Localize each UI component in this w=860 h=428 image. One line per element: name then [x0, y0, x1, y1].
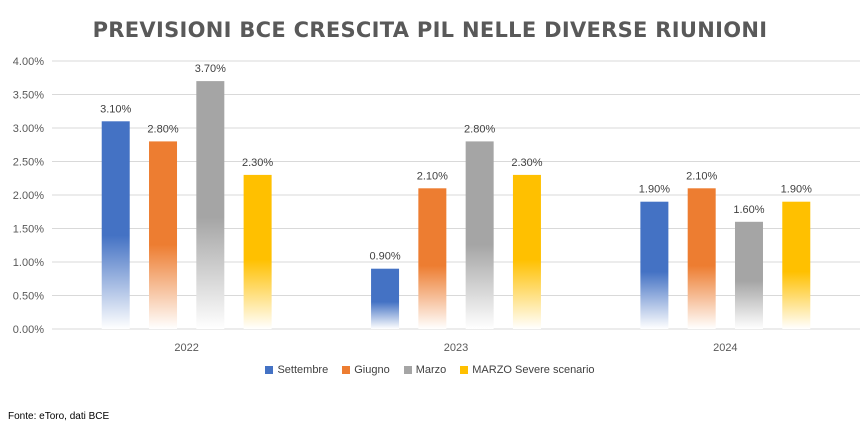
bar — [687, 188, 716, 329]
x-tick-label: 2023 — [444, 342, 468, 354]
x-axis-ticks: 2022 2023 2024 — [174, 342, 737, 354]
grid-lines — [52, 60, 860, 330]
data-labels: 3.10% 2.80% 3.70% 2.30% 0.90% 2.10% 2.80% 2.30%… — [100, 63, 812, 263]
bar — [371, 268, 400, 329]
data-label: 3.10% — [100, 103, 131, 115]
y-tick-label: 2.00% — [13, 190, 44, 202]
y-tick-label: 0.50% — [13, 291, 44, 303]
data-label: 2.10% — [417, 170, 448, 182]
legend-label: Settembre — [277, 364, 329, 376]
legend-item-marzo-severe: MARZO Severe scenario — [460, 364, 595, 376]
bar-chart: 0.00% 0.50% 1.00% 1.50% 2.00% 2.50% 3.00% 3.50%… — [13, 56, 860, 354]
x-tick-label: 2024 — [713, 342, 737, 354]
y-tick-label: 3.50% — [13, 90, 44, 102]
bar — [734, 221, 763, 329]
data-label: 2.10% — [686, 170, 717, 182]
data-label: 1.60% — [733, 204, 764, 216]
legend-item-settembre: Settembre — [265, 364, 328, 376]
legend-label: Giugno — [354, 364, 390, 376]
bar — [418, 188, 447, 329]
legend-label: MARZO Severe scenario — [472, 364, 595, 376]
legend-item-marzo: Marzo — [403, 364, 447, 376]
x-tick-label: 2022 — [174, 342, 198, 354]
legend-swatch — [265, 366, 274, 374]
bar — [243, 174, 272, 329]
legend-label: Marzo — [415, 364, 447, 376]
y-tick-label: 2.50% — [13, 157, 44, 169]
data-label: 1.90% — [639, 184, 670, 196]
bar — [465, 141, 494, 329]
y-tick-label: 0.00% — [13, 324, 44, 336]
bar — [101, 121, 130, 329]
chart-title: PREVISIONI BCE CRESCITA PIL NELLE DIVERS… — [92, 18, 768, 42]
y-tick-label: 1.00% — [13, 257, 44, 269]
data-label: 3.70% — [195, 63, 226, 75]
bar — [512, 174, 541, 329]
bar — [149, 141, 178, 329]
y-tick-label: 3.00% — [13, 123, 44, 135]
y-tick-label: 4.00% — [13, 56, 44, 68]
bar — [640, 201, 669, 329]
data-label: 0.90% — [369, 251, 400, 263]
legend-swatch — [403, 366, 412, 374]
source-note: Fonte: eToro, dati BCE — [8, 411, 110, 422]
legend: Settembre Giugno Marzo MARZO Severe scen… — [0, 364, 860, 376]
data-label: 1.90% — [781, 184, 812, 196]
legend-swatch — [342, 366, 351, 374]
legend-item-giugno: Giugno — [342, 364, 390, 376]
data-label: 2.30% — [511, 157, 542, 169]
data-label: 2.30% — [242, 157, 273, 169]
bar — [196, 81, 225, 329]
y-axis-ticks: 0.00% 0.50% 1.00% 1.50% 2.00% 2.50% 3.00% 3.50%… — [13, 56, 44, 336]
data-label: 2.80% — [147, 123, 178, 135]
y-tick-label: 1.50% — [13, 224, 44, 236]
legend-swatch — [460, 366, 469, 374]
data-label: 2.80% — [464, 123, 495, 135]
bars — [101, 81, 811, 329]
bar — [782, 201, 811, 329]
